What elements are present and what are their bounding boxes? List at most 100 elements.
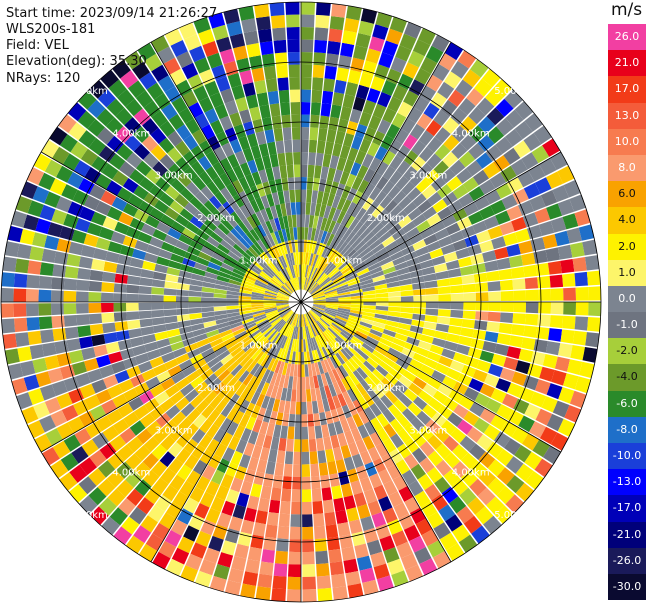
velocity-gate — [289, 313, 296, 325]
velocity-gate — [487, 225, 503, 240]
velocity-gate — [534, 207, 551, 224]
velocity-gate — [278, 256, 286, 269]
velocity-gate — [398, 375, 413, 388]
velocity-gate — [184, 423, 199, 438]
velocity-gate — [389, 16, 407, 34]
velocity-gate — [513, 398, 530, 415]
velocity-gate — [288, 253, 293, 266]
velocity-gate — [382, 329, 397, 338]
velocity-gate — [324, 179, 333, 194]
colorbar-swatch: 6.0 — [608, 181, 646, 208]
velocity-gate — [154, 199, 169, 214]
velocity-gate — [482, 250, 497, 263]
velocity-gate — [304, 214, 310, 228]
velocity-gate — [242, 147, 254, 162]
velocity-gate — [529, 421, 546, 439]
velocity-gate — [449, 230, 464, 243]
velocity-gate — [511, 371, 527, 386]
velocity-gate — [273, 318, 284, 329]
velocity-gate — [252, 289, 265, 295]
velocity-gate — [425, 294, 439, 302]
velocity-gate — [496, 118, 514, 136]
velocity-gate — [422, 404, 437, 419]
velocity-gate — [32, 232, 48, 248]
velocity-gate — [321, 192, 330, 206]
velocity-gate — [213, 564, 230, 580]
velocity-gate — [26, 274, 40, 289]
velocity-gate — [38, 289, 52, 302]
velocity-gate — [0, 287, 14, 302]
velocity-gate — [89, 450, 107, 468]
velocity-gate — [570, 345, 585, 361]
velocity-gate — [538, 302, 551, 314]
velocity-gate — [369, 431, 383, 447]
velocity-gate — [208, 214, 221, 227]
velocity-gate — [252, 311, 266, 318]
elevation-label: Elevation(deg): 35.30 — [6, 54, 147, 69]
velocity-gate — [382, 507, 398, 524]
velocity-gate — [357, 504, 371, 519]
velocity-gate — [280, 323, 289, 335]
velocity-gate — [240, 386, 251, 400]
velocity-gate — [368, 36, 385, 52]
velocity-gate — [438, 355, 453, 368]
velocity-gate — [180, 565, 198, 583]
velocity-gate — [387, 286, 401, 293]
velocity-gate — [89, 184, 106, 200]
velocity-gate — [318, 318, 329, 329]
velocity-gate — [309, 283, 319, 294]
velocity-gate — [83, 233, 99, 247]
velocity-gate — [410, 463, 426, 480]
velocity-gate — [442, 375, 457, 389]
velocity-gate — [324, 288, 337, 295]
velocity-gate — [251, 302, 264, 305]
velocity-gate — [199, 386, 213, 400]
velocity-gate — [279, 322, 288, 334]
velocity-gate — [337, 289, 350, 294]
velocity-gate — [302, 539, 315, 552]
velocity-gate — [376, 252, 390, 262]
velocity-gate — [64, 326, 79, 340]
velocity-gate — [336, 157, 347, 171]
velocity-gate — [217, 222, 230, 236]
velocity-gate — [479, 350, 495, 363]
velocity-gate — [471, 525, 490, 544]
velocity-gate — [475, 506, 494, 525]
velocity-gate — [367, 218, 381, 231]
velocity-gate — [312, 64, 325, 79]
velocity-gate — [372, 275, 386, 283]
velocity-gate — [279, 501, 291, 515]
ring-label: 1.00km — [240, 256, 278, 267]
velocity-gate — [397, 73, 414, 90]
velocity-gate — [249, 106, 262, 121]
velocity-gate — [337, 380, 347, 394]
velocity-gate — [348, 234, 360, 246]
velocity-gate — [321, 260, 331, 272]
velocity-gate — [392, 475, 408, 491]
velocity-gate — [267, 357, 276, 371]
velocity-gate — [106, 409, 123, 425]
velocity-gate — [234, 330, 247, 340]
velocity-gate — [194, 262, 208, 272]
velocity-gate — [168, 163, 184, 179]
velocity-gate — [238, 5, 255, 21]
velocity-gate — [331, 573, 346, 588]
velocity-gate — [364, 376, 377, 390]
velocity-gate — [145, 533, 164, 551]
velocity-gate — [260, 324, 272, 334]
velocity-gate — [221, 540, 237, 556]
velocity-gate — [73, 399, 90, 416]
velocity-gate — [238, 221, 250, 234]
velocity-gate — [67, 201, 84, 217]
velocity-gate — [240, 427, 252, 442]
velocity-gate — [308, 152, 316, 166]
velocity-gate — [475, 292, 489, 302]
velocity-gate — [178, 270, 193, 279]
velocity-gate — [205, 480, 220, 497]
velocity-gate — [256, 92, 269, 107]
velocity-gate — [324, 329, 335, 341]
velocity-gate — [388, 291, 401, 297]
velocity-gate — [142, 334, 157, 345]
velocity-gate — [188, 290, 202, 297]
velocity-gate — [226, 21, 243, 37]
